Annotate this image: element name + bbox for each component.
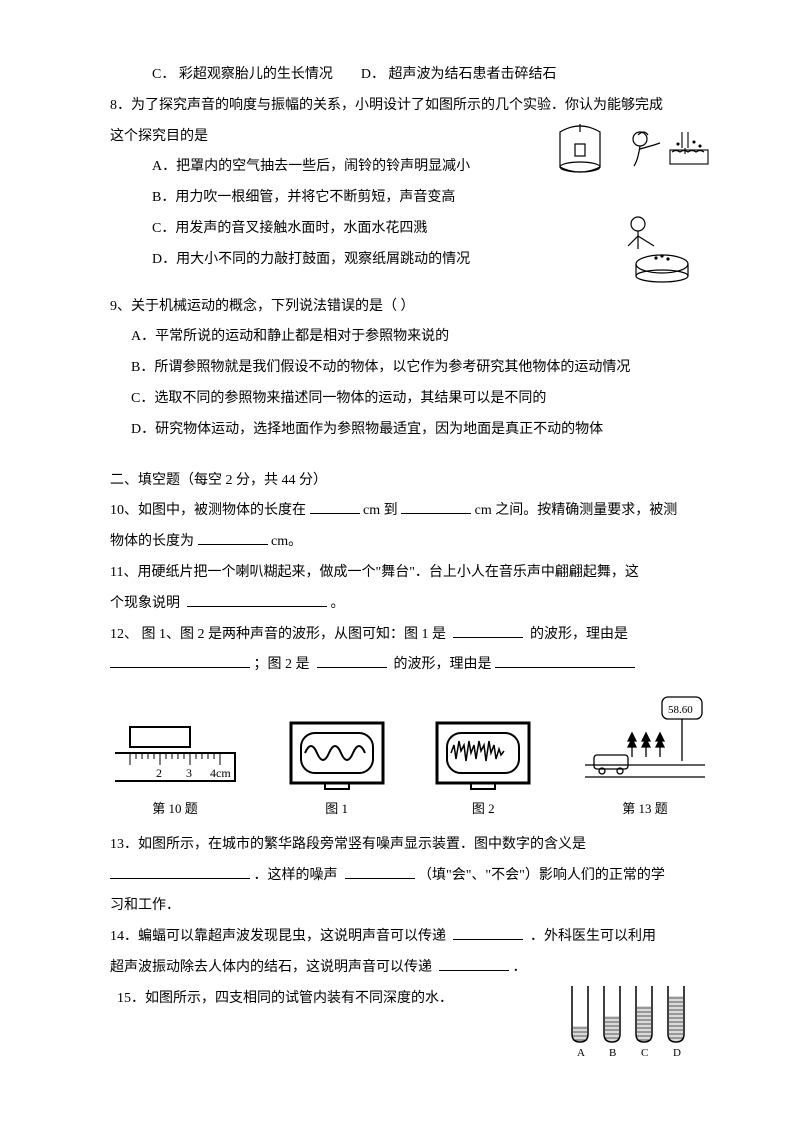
q11-line1: 11、用硬纸片把一个喇叭糊起来，做成一个"舞台"．台上小人在音乐声中翩翩起舞，这 xyxy=(110,558,710,589)
q12-blank4 xyxy=(495,653,635,668)
q11-line2: 个现象说明 。 xyxy=(110,589,710,620)
q14-t1: 14．蝙蝠可以靠超声波发现昆虫，这说明声音可以传递 xyxy=(110,929,446,944)
svg-text:B: B xyxy=(609,1047,616,1058)
section-2-title: 二、填空题（每空 2 分，共 44 分） xyxy=(110,466,710,497)
q12-t3: ；图 2 是 xyxy=(254,657,310,672)
q10-t2: cm 到 xyxy=(363,503,398,518)
caption-wave1: 图 1 xyxy=(287,795,387,824)
q12-blank1 xyxy=(453,623,523,638)
q15-figure: A B C D xyxy=(560,980,710,1058)
q7-options: C． 彩超观察胎儿的生长情况 D． 超声波为结石患者击碎结石 xyxy=(110,60,710,91)
q11-t2: 。 xyxy=(331,596,345,611)
q14-t4: ． xyxy=(513,960,527,975)
caption-q10: 第 10 题 xyxy=(110,795,240,824)
q13-blank2 xyxy=(345,864,415,879)
q9-d: D．研究物体运动，选择地面作为参照物最适宜，因为地面是真正不动的物体 xyxy=(110,415,710,446)
q7-opt-c: C． 彩超观察胎儿的生长情况 xyxy=(152,67,333,82)
q12-t4: 的波形，理由是 xyxy=(394,657,492,672)
q13-t2: （填"会"、"不会"）影响人们的正常的学 xyxy=(418,868,665,883)
q13-blank1 xyxy=(110,864,250,879)
svg-text:3: 3 xyxy=(186,766,192,780)
q9-a: A．平常所说的运动和静止都是相对于参照物来说的 xyxy=(110,322,710,353)
q10-line2: 物体的长度为 cm。 xyxy=(110,527,710,558)
q10-t5: cm。 xyxy=(271,534,302,549)
svg-text:4cm: 4cm xyxy=(210,766,231,780)
q14-blank1 xyxy=(453,925,523,940)
q13-line1: 13．如图所示，在城市的繁华路段旁常竖有噪声显示装置．图中数字的含义是 xyxy=(110,830,710,861)
q8-stem-1: 8．为了探究声音的响度与振幅的关系，小明设计了如图所示的几个实验．你认为能够完成 xyxy=(110,91,710,122)
q13-line2: ．这样的噪声 （填"会"、"不会"）影响人们的正常的学 xyxy=(110,861,710,892)
q7-opt-d: D． 超声波为结石患者击碎结石 xyxy=(361,67,557,82)
q14-t3: 超声波振动除去人体内的结石，这说明声音可以传递 xyxy=(110,960,432,975)
q13-t1: ．这样的噪声 xyxy=(254,868,338,883)
svg-text:2: 2 xyxy=(156,766,162,780)
fig-wave2: 图 2 xyxy=(433,719,533,824)
q9-c: C．选取不同的参照物来描述同一物体的运动，其结果可以是不同的 xyxy=(110,384,710,415)
caption-wave2: 图 2 xyxy=(433,795,533,824)
q14-line1: 14．蝙蝠可以靠超声波发现昆虫，这说明声音可以传递 ．外科医生可以利用 xyxy=(110,922,710,953)
q9-stem: 9、关于机械运动的概念，下列说法错误的是（ ） xyxy=(110,292,710,323)
q10-blank2 xyxy=(401,499,471,514)
q14-blank2 xyxy=(439,956,509,971)
q14-t2: ．外科医生可以利用 xyxy=(530,929,656,944)
q11-blank xyxy=(187,592,327,607)
q12-t1: 12、 图 1、图 2 是两种声音的波形，从图可知：图 1 是 xyxy=(110,627,446,642)
q12-blank3 xyxy=(317,653,387,668)
q12-line2: ；图 2 是 的波形，理由是 xyxy=(110,650,710,681)
q8-figures xyxy=(550,122,710,292)
fig-wave1: 图 1 xyxy=(287,719,387,824)
svg-text:D: D xyxy=(673,1047,681,1058)
q13-line3: 习和工作． xyxy=(110,891,710,922)
q10-blank3 xyxy=(198,530,268,545)
fig-q10: 2 3 4cm 第 10 题 xyxy=(110,721,240,824)
fig-q13: 58.60 第 13 题 xyxy=(580,691,710,824)
q12-blank2 xyxy=(110,653,250,668)
q10-t3: cm 之间。按精确测量要求，被测 xyxy=(475,503,678,518)
q10-t4: 物体的长度为 xyxy=(110,534,194,549)
q9-b: B．所谓参照物就是我们假设不动的物体，以它作为参考研究其他物体的运动情况 xyxy=(110,353,710,384)
svg-text:58.60: 58.60 xyxy=(668,704,693,716)
caption-q13: 第 13 题 xyxy=(580,795,710,824)
q10-t1: 10、如图中，被测物体的长度在 xyxy=(110,503,306,518)
q12-t2: 的波形，理由是 xyxy=(530,627,628,642)
svg-text:A: A xyxy=(577,1047,585,1058)
svg-text:C: C xyxy=(641,1047,648,1058)
q11-t1: 个现象说明 xyxy=(110,596,180,611)
q12-line1: 12、 图 1、图 2 是两种声音的波形，从图可知：图 1 是 的波形，理由是 xyxy=(110,620,710,651)
figure-row: 2 3 4cm 第 10 题 图 1 图 2 58.60 xyxy=(110,691,710,824)
q10-line1: 10、如图中，被测物体的长度在 cm 到 cm 之间。按精确测量要求，被测 xyxy=(110,496,710,527)
q10-blank1 xyxy=(310,499,360,514)
